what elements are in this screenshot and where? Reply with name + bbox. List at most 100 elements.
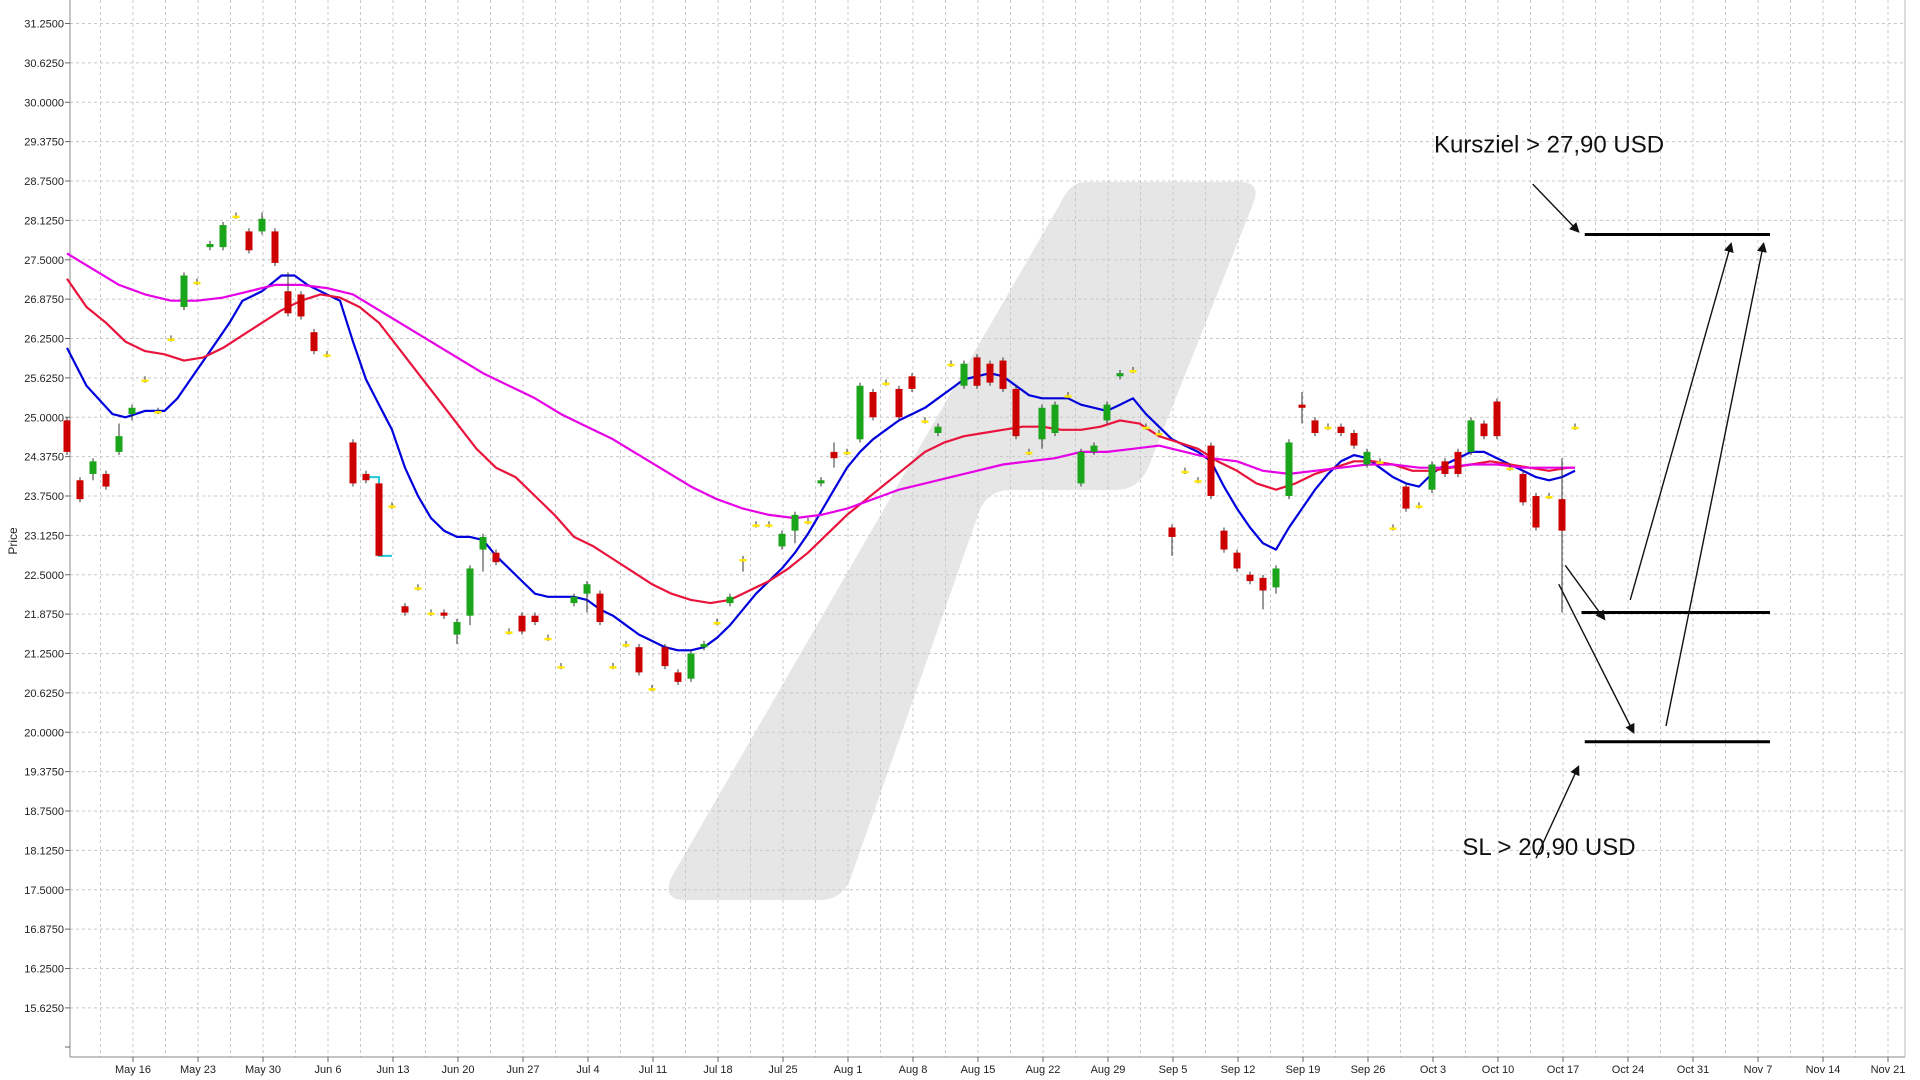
y-tick-label: 16.8750 — [24, 924, 64, 936]
x-tick-label: Oct 10 — [1482, 1064, 1514, 1076]
candle-body — [1350, 433, 1358, 446]
candle-body — [999, 360, 1007, 389]
candle-body — [128, 407, 136, 415]
candle-body — [271, 231, 279, 263]
candle — [1233, 549, 1241, 572]
candle — [1285, 439, 1293, 500]
candle-body — [791, 514, 799, 531]
candle-body — [752, 524, 760, 527]
y-tick-label: 25.6250 — [24, 373, 64, 385]
x-tick-label: Sep 12 — [1221, 1064, 1256, 1076]
candle — [1194, 477, 1202, 484]
y-tick-label: 23.7500 — [24, 491, 64, 503]
candle — [687, 650, 695, 682]
candle — [362, 470, 370, 484]
candle — [76, 477, 84, 503]
x-tick-label: May 30 — [245, 1064, 281, 1076]
candle-body — [1376, 461, 1384, 464]
x-tick-label: Jul 25 — [768, 1064, 797, 1076]
candle — [1428, 461, 1436, 493]
x-tick-label: Jun 6 — [315, 1064, 342, 1076]
candle-body — [492, 552, 500, 563]
candle — [882, 379, 890, 386]
candle-body — [1558, 499, 1566, 531]
candle — [1467, 417, 1475, 456]
candle-body — [1545, 496, 1553, 499]
candle — [622, 640, 630, 648]
candle — [1415, 502, 1423, 509]
candle-body — [1493, 401, 1501, 437]
candle — [310, 329, 318, 355]
candle — [1207, 442, 1215, 500]
candle-body — [1207, 445, 1215, 496]
candle — [726, 593, 734, 607]
candle-body — [414, 587, 422, 590]
y-tick-label: 23.1250 — [24, 530, 64, 542]
candle — [1298, 392, 1306, 424]
x-tick-label: Aug 8 — [899, 1064, 928, 1076]
moving-average-lines — [66, 252, 1576, 652]
candle — [388, 502, 396, 509]
entry-pointer-arrow — [1564, 564, 1606, 621]
y-tick-label: 21.8750 — [24, 609, 64, 621]
candle-body — [661, 647, 669, 667]
candle-body — [778, 533, 786, 547]
annotation-arrows — [1532, 183, 1767, 859]
candle — [284, 272, 292, 317]
candle-body — [89, 461, 97, 474]
x-tick-label: Oct 17 — [1547, 1064, 1579, 1076]
candle — [1506, 464, 1514, 471]
candle — [63, 417, 71, 456]
candle-body — [674, 672, 682, 682]
candle — [401, 603, 409, 616]
candle — [1545, 492, 1553, 500]
candle-body — [1168, 527, 1176, 537]
y-tick-label: 26.2500 — [24, 334, 64, 346]
candlesticks — [63, 212, 1579, 692]
candle-body — [219, 225, 227, 248]
y-tick-label: 17.5000 — [24, 885, 64, 897]
candle-body — [1194, 480, 1202, 483]
candle-body — [258, 218, 266, 232]
candle-body — [297, 294, 305, 317]
candle-body — [1181, 470, 1189, 474]
candle — [778, 530, 786, 550]
candle — [349, 439, 357, 487]
x-tick-label: Oct 31 — [1677, 1064, 1709, 1076]
candle-body — [141, 379, 149, 382]
candle-body — [1064, 395, 1072, 398]
candle — [531, 612, 539, 626]
stop-pointer-arrow — [1558, 583, 1635, 735]
candle — [700, 640, 708, 651]
candle-body — [596, 593, 604, 622]
candle — [141, 376, 149, 383]
candle-body — [1012, 388, 1020, 437]
candle — [1012, 385, 1020, 440]
candle-body — [1077, 451, 1085, 484]
candle-body — [531, 615, 539, 622]
candle-body — [1025, 451, 1033, 455]
candle-body — [1506, 467, 1514, 471]
candle — [492, 549, 500, 566]
target-pointer-arrow — [1532, 183, 1580, 233]
candle — [1168, 524, 1176, 556]
x-tick-label: Sep 26 — [1351, 1064, 1386, 1076]
candle-body — [362, 473, 370, 481]
candle — [154, 407, 162, 415]
candle-body — [375, 483, 383, 556]
candle-body — [856, 385, 864, 440]
candle-body — [401, 606, 409, 613]
candle — [843, 448, 851, 456]
candle-body — [804, 521, 812, 524]
y-tick-label: 21.2500 — [24, 649, 64, 661]
candle-body — [1051, 404, 1059, 433]
candle-body — [232, 215, 240, 219]
x-tick-label: Oct 24 — [1612, 1064, 1644, 1076]
candle-body — [479, 536, 487, 550]
x-tick-label: Nov 7 — [1744, 1064, 1773, 1076]
x-tick-label: Nov 14 — [1806, 1064, 1841, 1076]
candle-body — [635, 647, 643, 673]
candle — [1324, 423, 1332, 430]
candle — [739, 555, 747, 572]
candle — [89, 458, 97, 481]
